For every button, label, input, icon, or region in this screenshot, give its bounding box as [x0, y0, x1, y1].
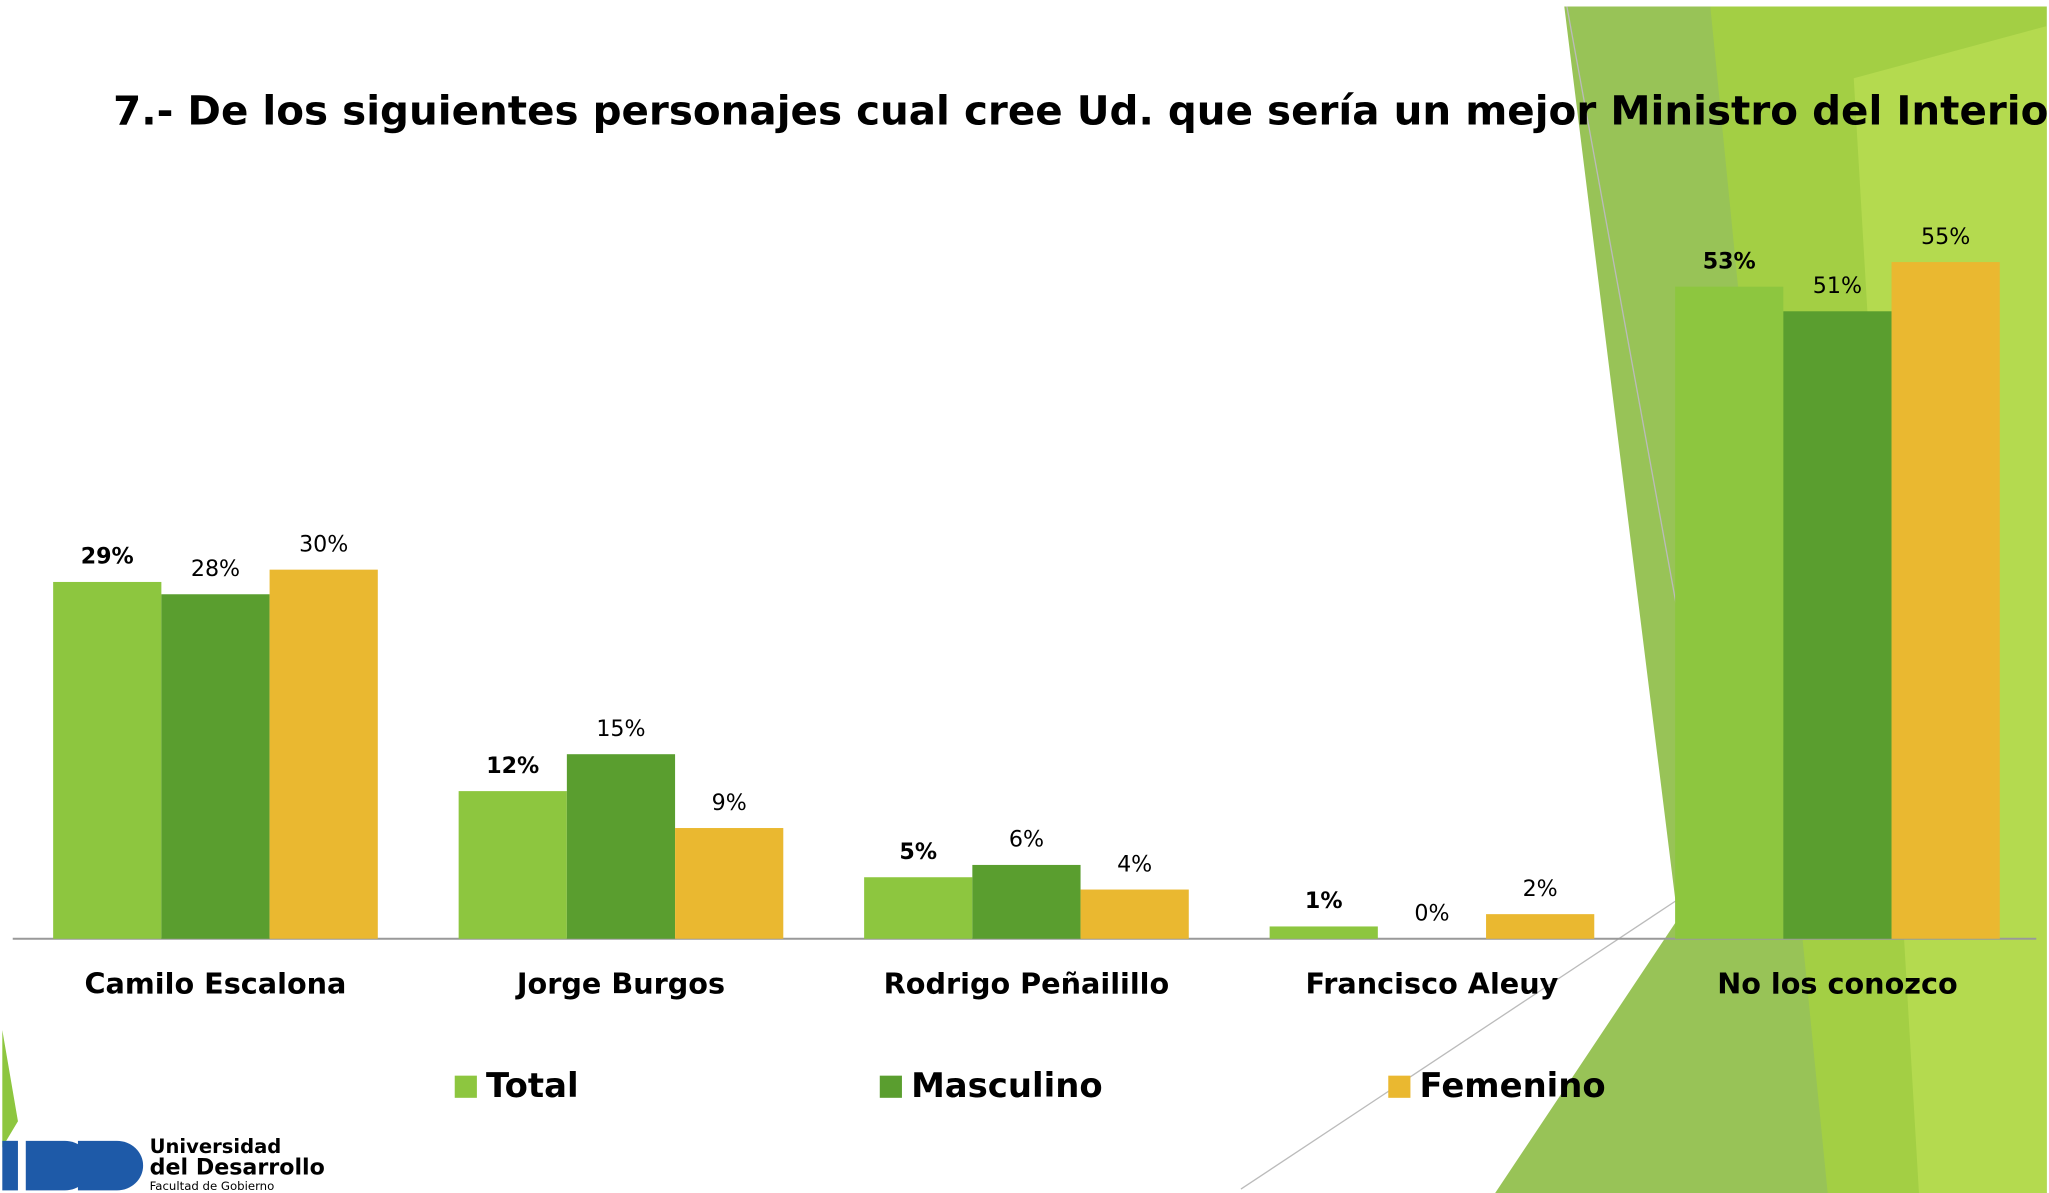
x-tick-label: Francisco Aleuy — [1306, 967, 1559, 1001]
data-label: 5% — [899, 839, 937, 865]
data-label: 1% — [1305, 888, 1343, 914]
legend-label: Total — [486, 1066, 579, 1105]
data-label: 4% — [1117, 851, 1152, 877]
data-label: 6% — [1009, 827, 1044, 853]
chart-title: 7.- De los siguientes personajes cual cr… — [113, 86, 2049, 134]
data-label: 55% — [1921, 224, 1970, 250]
chart: 7.- De los siguientes personajes cual cr… — [0, 0, 2049, 1193]
data-label: 51% — [1813, 273, 1862, 299]
data-label: 2% — [1523, 876, 1558, 902]
data-label: 30% — [299, 531, 348, 557]
bar — [1783, 311, 1891, 938]
bar — [864, 877, 972, 939]
bar — [567, 754, 675, 939]
bar — [1081, 890, 1189, 939]
x-tick-label: Jorge Burgos — [515, 967, 725, 1001]
data-label: 0% — [1414, 900, 1449, 926]
legend-label: Masculino — [911, 1066, 1103, 1105]
bar — [1892, 262, 2000, 939]
x-tick-label: Rodrigo Peñailillo — [884, 967, 1170, 1001]
logo-text: del Desarrollo — [150, 1155, 325, 1181]
bar — [1270, 926, 1378, 938]
data-label: 9% — [712, 790, 747, 816]
x-tick-label: Camilo Escalona — [85, 967, 347, 1001]
x-tick-label: No los conozco — [1717, 967, 1957, 1001]
bar — [1675, 287, 1783, 939]
logo: Universidad del Desarrollo Facultad de G… — [2, 1135, 325, 1193]
data-label: 15% — [596, 716, 645, 742]
legend-swatch — [455, 1076, 477, 1098]
bar — [161, 594, 269, 938]
legend-swatch — [1388, 1076, 1410, 1098]
legend-label: Femenino — [1420, 1066, 1606, 1105]
data-label: 53% — [1703, 248, 1756, 274]
bar — [1486, 914, 1594, 939]
bar — [675, 828, 783, 939]
data-label: 12% — [486, 753, 539, 779]
legend-swatch — [880, 1076, 902, 1098]
data-label: 29% — [81, 544, 134, 570]
data-label: 28% — [191, 556, 240, 582]
bar — [270, 570, 378, 939]
bar — [972, 865, 1080, 939]
bar — [459, 791, 567, 939]
bar — [53, 582, 161, 939]
logo-text: Facultad de Gobierno — [150, 1179, 275, 1193]
